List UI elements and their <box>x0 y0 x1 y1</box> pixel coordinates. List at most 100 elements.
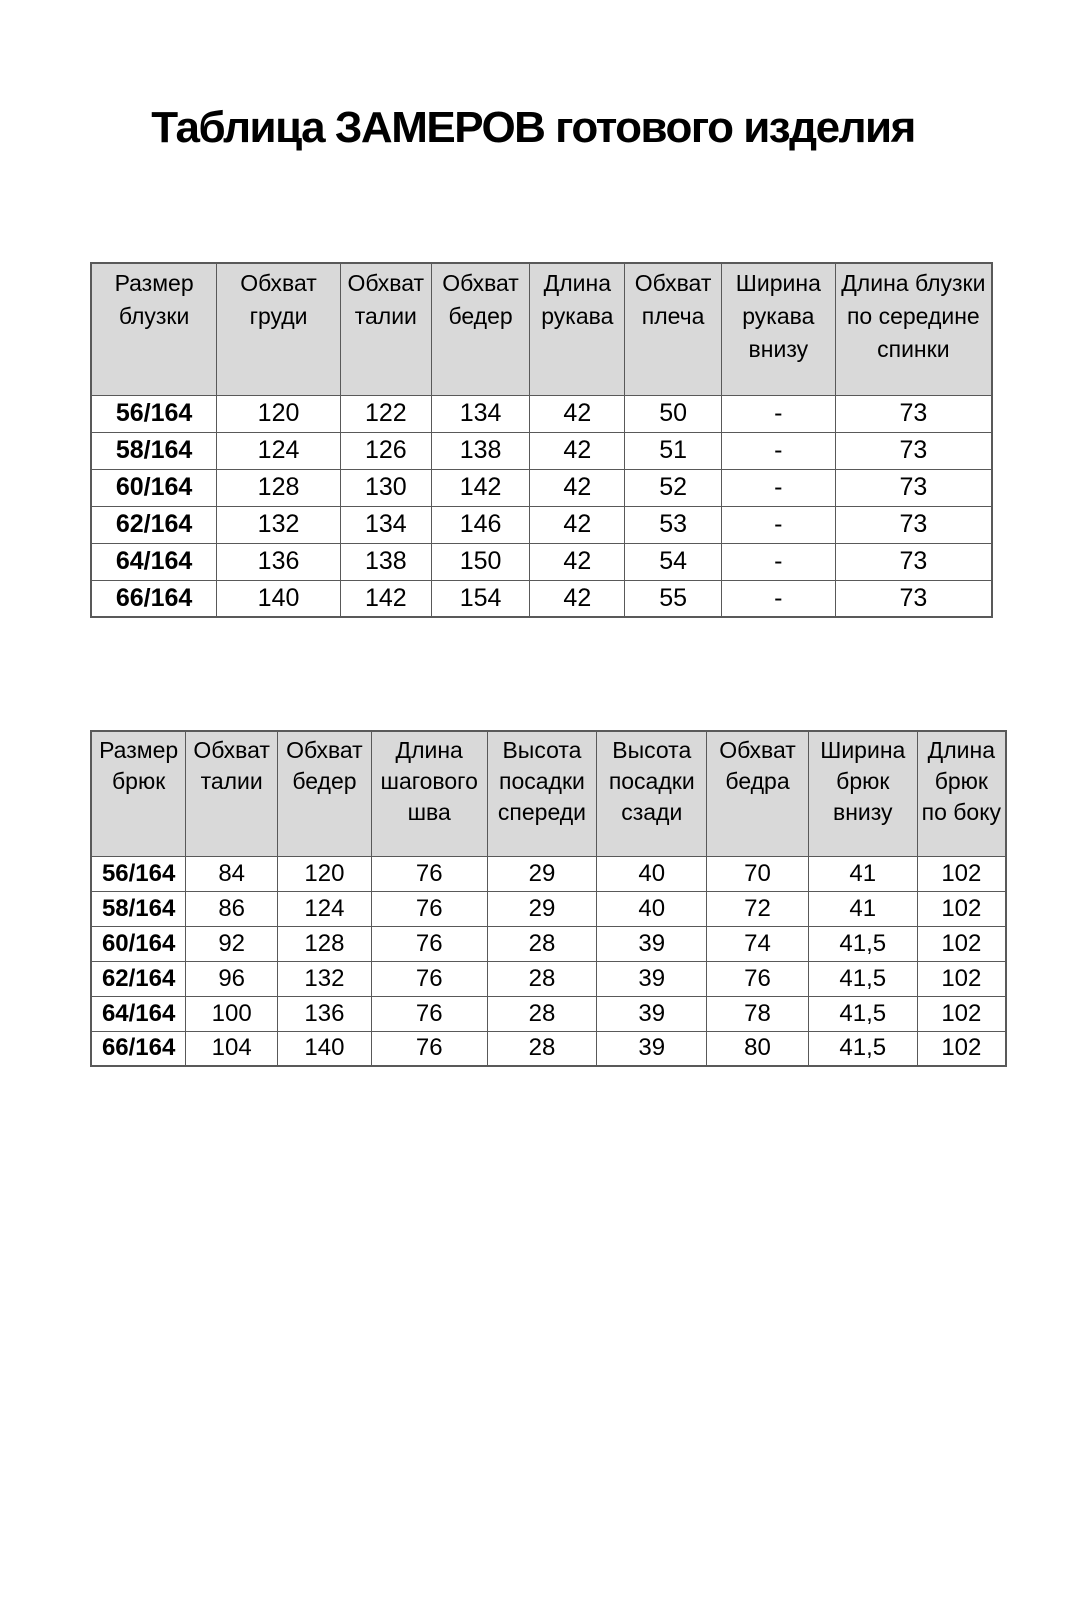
table-row: 58/164 124 126 138 42 51-73 <box>90 431 993 470</box>
value-cell: 74 <box>706 925 809 962</box>
page-title: Таблица ЗАМЕРОВ готового изделия <box>151 103 916 152</box>
value-cell: 138 <box>430 431 531 470</box>
value-cell: 28 <box>486 925 598 962</box>
value-cell: 76 <box>370 890 488 927</box>
value-cell: 50 <box>624 394 722 433</box>
value-cell: 73 <box>834 394 993 433</box>
value-cell: 41 <box>807 890 918 927</box>
value-cell: 124 <box>277 890 372 927</box>
value-cell: 140 <box>277 1030 372 1067</box>
value-cell: 136 <box>216 542 341 581</box>
size-cell: 66/164 <box>90 579 218 618</box>
value-cell: - <box>720 542 836 581</box>
column-header: Обхват плеча <box>624 262 722 396</box>
size-cell: 56/164 <box>90 394 218 433</box>
value-cell: 138 <box>339 542 432 581</box>
value-cell: 76 <box>370 1030 488 1067</box>
value-cell: 41 <box>807 855 918 892</box>
column-header: Длина шагового шва <box>370 730 488 857</box>
value-cell: 73 <box>834 579 993 618</box>
value-cell: 84 <box>185 855 279 892</box>
size-cell: 62/164 <box>90 960 187 997</box>
value-cell: 104 <box>185 1030 279 1067</box>
column-header: Обхват талии <box>185 730 279 857</box>
column-header: Высота посадки сзади <box>596 730 708 857</box>
table-row: 64/164 100 136 76 28 39 78 41,5 102 <box>90 995 1007 1032</box>
column-header: Размер брюк <box>90 730 187 857</box>
value-cell: 150 <box>430 542 531 581</box>
value-cell: 102 <box>916 960 1007 997</box>
column-header: Обхват груди <box>216 262 341 396</box>
value-cell: 51 <box>624 431 722 470</box>
table-row: 66/164 140 142 154 42 55-73 <box>90 579 993 618</box>
column-header: Ширина брюк внизу <box>807 730 918 857</box>
value-cell: 128 <box>277 925 372 962</box>
value-cell: 132 <box>277 960 372 997</box>
value-cell: 72 <box>706 890 809 927</box>
value-cell: 80 <box>706 1030 809 1067</box>
value-cell: 120 <box>216 394 341 433</box>
value-cell: 53 <box>624 505 722 544</box>
value-cell: 78 <box>706 995 809 1032</box>
column-header: Размер блузки <box>90 262 218 396</box>
value-cell: 96 <box>185 960 279 997</box>
value-cell: 39 <box>596 960 708 997</box>
value-cell: 142 <box>430 468 531 507</box>
value-cell: 39 <box>596 995 708 1032</box>
blouse-measurements-table: Размер блузки Обхват груди Обхват талии Обх… <box>90 262 993 618</box>
value-cell: - <box>720 579 836 618</box>
value-cell: 42 <box>529 431 626 470</box>
value-cell: 102 <box>916 925 1007 962</box>
value-cell: 102 <box>916 995 1007 1032</box>
table-row: 60/164 128 130 142 42 52-73 <box>90 468 993 507</box>
value-cell: 42 <box>529 542 626 581</box>
value-cell: 122 <box>339 394 432 433</box>
value-cell: 42 <box>529 394 626 433</box>
value-cell: 102 <box>916 1030 1007 1067</box>
value-cell: 73 <box>834 505 993 544</box>
column-header: Длина рукава <box>529 262 626 396</box>
value-cell: 136 <box>277 995 372 1032</box>
table-row: 56/164 120 122 134 42 50-73 <box>90 394 993 433</box>
size-cell: 66/164 <box>90 1030 187 1067</box>
table-row: 62/164 132 134 146 42 53-73 <box>90 505 993 544</box>
value-cell: 39 <box>596 925 708 962</box>
value-cell: 28 <box>486 960 598 997</box>
value-cell: 54 <box>624 542 722 581</box>
value-cell: 76 <box>370 925 488 962</box>
value-cell: 76 <box>706 960 809 997</box>
value-cell: 140 <box>216 579 341 618</box>
table-row: 58/164 86 124 76 29 40 72 41 102 <box>90 890 1007 927</box>
value-cell: 92 <box>185 925 279 962</box>
size-cell: 62/164 <box>90 505 218 544</box>
column-header: Обхват бедер <box>430 262 531 396</box>
value-cell: 42 <box>529 579 626 618</box>
value-cell: 29 <box>486 855 598 892</box>
value-cell: 130 <box>339 468 432 507</box>
value-cell: 40 <box>596 855 708 892</box>
value-cell: 73 <box>834 468 993 507</box>
value-cell: 55 <box>624 579 722 618</box>
value-cell: 154 <box>430 579 531 618</box>
value-cell: 41,5 <box>807 995 918 1032</box>
value-cell: 39 <box>596 1030 708 1067</box>
value-cell: 134 <box>430 394 531 433</box>
value-cell: 42 <box>529 505 626 544</box>
value-cell: 41,5 <box>807 1030 918 1067</box>
header-row: Размер брюк Обхват талии Обхват бедер Длина… <box>90 730 1007 857</box>
column-header: Ширина рукава внизу <box>720 262 836 396</box>
value-cell: 41,5 <box>807 960 918 997</box>
column-header: Длина блузки по середине спинки <box>834 262 993 396</box>
value-cell: 70 <box>706 855 809 892</box>
size-cell: 64/164 <box>90 995 187 1032</box>
value-cell: 52 <box>624 468 722 507</box>
size-cell: 64/164 <box>90 542 218 581</box>
size-cell: 56/164 <box>90 855 187 892</box>
value-cell: 76 <box>370 960 488 997</box>
value-cell: 100 <box>185 995 279 1032</box>
value-cell: 76 <box>370 995 488 1032</box>
value-cell: 29 <box>486 890 598 927</box>
value-cell: 120 <box>277 855 372 892</box>
table-row: 64/164 136 138 150 42 54-73 <box>90 542 993 581</box>
